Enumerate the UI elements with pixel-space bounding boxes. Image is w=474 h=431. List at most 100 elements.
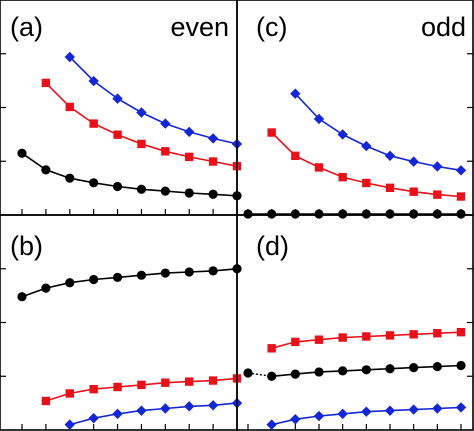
data-point [161, 378, 170, 387]
panel-d-letter: (d) [256, 231, 289, 261]
data-point [455, 402, 467, 413]
data-point [160, 403, 171, 414]
data-point [385, 209, 395, 219]
data-point [136, 107, 147, 118]
panel-d: (d) [236, 214, 474, 431]
data-point [408, 156, 419, 167]
data-point [456, 192, 466, 201]
data-point [384, 150, 396, 161]
data-point [409, 363, 419, 373]
data-point [64, 419, 75, 430]
data-point [88, 412, 99, 424]
data-point [409, 330, 418, 339]
data-point [455, 165, 467, 176]
data-point [291, 151, 300, 160]
data-point [267, 344, 276, 353]
data-point [337, 129, 348, 140]
panel-b: (b) [0, 214, 243, 431]
data-point [433, 190, 442, 199]
data-point [432, 209, 442, 219]
data-point [89, 178, 99, 188]
data-point [290, 414, 301, 425]
data-point [160, 268, 170, 278]
data-point [432, 361, 442, 372]
data-point [184, 401, 195, 412]
data-point [65, 102, 74, 112]
data-point [243, 209, 253, 219]
data-point [136, 270, 147, 280]
panel-c-letter: (c) [256, 12, 287, 42]
panel-d-ticks [247, 268, 473, 430]
data-point [362, 332, 371, 341]
series-line [21, 152, 238, 197]
data-point [313, 410, 325, 422]
panel-c: (c) odd [236, 0, 474, 219]
data-point [361, 209, 371, 219]
data-point [208, 266, 218, 276]
data-point [89, 384, 98, 394]
data-point [337, 408, 348, 420]
data-point [385, 364, 395, 374]
data-point [432, 403, 443, 414]
data-point [290, 209, 300, 219]
data-point [208, 376, 218, 385]
data-point [65, 389, 74, 398]
data-point [65, 278, 75, 288]
panel-b-letter: (b) [10, 231, 43, 261]
data-point [361, 406, 372, 417]
data-point [88, 75, 99, 87]
data-point [160, 186, 170, 196]
data-point [361, 365, 371, 375]
data-point [41, 78, 51, 88]
data-point [385, 183, 395, 193]
data-point [41, 165, 51, 175]
data-point [160, 118, 171, 129]
data-point [290, 88, 301, 99]
data-point [41, 396, 51, 406]
data-point [313, 113, 325, 125]
data-point [64, 51, 75, 63]
data-point [432, 161, 443, 172]
data-point [408, 404, 419, 415]
panel-c-series [243, 88, 467, 219]
data-point [338, 366, 348, 376]
data-point [314, 335, 324, 344]
panel-b-series [17, 264, 243, 430]
data-point [65, 173, 75, 183]
data-point [207, 400, 219, 411]
data-point [112, 272, 123, 282]
data-point [17, 292, 27, 302]
data-point [456, 209, 466, 219]
data-point [136, 184, 147, 194]
data-point [113, 130, 122, 139]
data-point [338, 333, 347, 342]
series-line [21, 268, 238, 298]
panel-a: (a) even [0, 0, 243, 216]
data-point [385, 331, 395, 340]
data-point [267, 128, 276, 137]
data-point [362, 178, 371, 188]
panel-a-tag: even [170, 12, 229, 42]
data-point [112, 408, 123, 420]
data-point [291, 337, 300, 347]
data-point [185, 152, 194, 162]
data-point [207, 133, 219, 144]
data-point [456, 327, 466, 337]
data-point [338, 209, 348, 219]
data-point [161, 147, 170, 156]
data-point [314, 163, 324, 172]
panel-a-ticks [0, 53, 214, 215]
panel-a-letter: (a) [10, 12, 43, 42]
data-point [112, 93, 123, 104]
data-point [17, 148, 27, 158]
data-point [185, 377, 194, 386]
data-point [113, 382, 122, 392]
data-point [137, 380, 146, 390]
series-line [45, 82, 238, 167]
data-point [314, 209, 324, 219]
data-point [208, 189, 218, 199]
panel-a-series [17, 51, 243, 201]
data-point [409, 187, 418, 196]
data-point [433, 329, 442, 338]
data-point [409, 209, 419, 219]
